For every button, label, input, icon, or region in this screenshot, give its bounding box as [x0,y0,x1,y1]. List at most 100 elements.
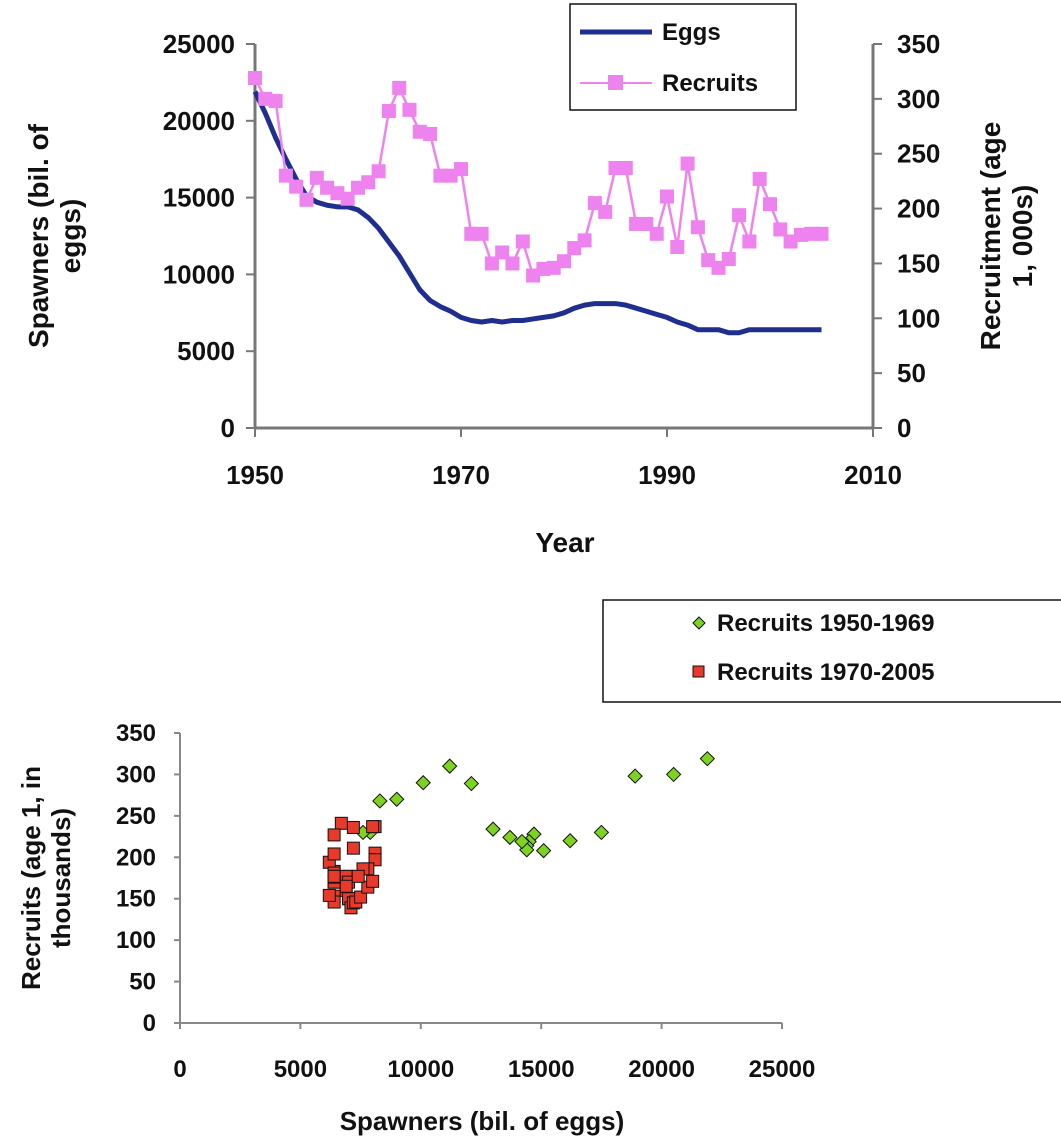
eggs-line [252,90,822,336]
chart1-x-tick-label: 1970 [432,460,490,490]
scatter-point-1970-2005 [327,869,341,883]
scatter-point-1970-2005 [327,828,341,842]
recruits-point [660,189,674,204]
legend-1970-2005-label: Recruits 1970-2005 [717,659,934,686]
scatter-point-1950-1969 [485,821,501,837]
recruits-point [690,220,705,235]
recruits-point [278,168,293,183]
recruits-point [598,204,613,219]
recruits-point [763,197,777,212]
chart1-left-tick-label: 5000 [177,336,235,366]
recruits-point [474,226,489,241]
scatter-point-1950-1969 [502,829,518,846]
legend-1950-1969-label: Recruits 1950-1969 [717,610,934,637]
scatter-point-1950-1969 [415,775,431,791]
recruits-point [670,239,685,254]
chart1-x-tick-label: 1990 [638,460,696,490]
recruits-point [515,234,530,249]
recruits-point [268,94,283,109]
chart2-y-tick-label: 0 [143,1010,156,1037]
chart2-ticks: 0 50 100 150 200 250 300 350 0 5000 10000 15000 2000… [116,720,815,1083]
scatter-point-1970-2005 [334,816,348,830]
chart2-x-tick-label: 0 [173,1056,186,1083]
recruits-point [361,175,376,190]
scatter-point-1950-1969 [463,775,480,792]
chart1-x-tick-label: 1950 [226,460,284,490]
chart1-x-axis-title: Year [535,527,594,558]
chart2-y-tick-label: 250 [116,803,156,830]
chart2-x-tick-label: 5000 [274,1056,327,1083]
chart1-right-axis-title: Recruitment (age1, 000s) [975,122,1038,351]
recruits-point [299,192,314,207]
legend-1970-2005-marker [692,665,705,678]
chart2-y-tick-label: 200 [116,844,156,871]
recruits-point [721,252,736,267]
recruits-point [289,179,304,194]
legend-recruits-marker [608,75,623,90]
recruits-point [340,191,355,206]
chart2-x-axis-title: Spawners (bil. of eggs) [340,1106,625,1136]
scatter-point-1970-2005 [339,879,353,893]
recruits-point [402,102,417,117]
chart2-y-tick-label: 150 [116,886,156,913]
recruits-point [814,226,829,241]
chart1-right-tick-label: 350 [897,29,940,59]
chart2-legend: Recruits 1950-1969 Recruits 1970-2005 [602,599,1061,703]
eggs-series [252,90,822,336]
scatter-point-1970-2005 [346,841,360,855]
chart2-x-tick-label: 10000 [387,1056,454,1083]
chart1-left-tick-label: 0 [221,413,235,443]
chart2-x-tick-label: 20000 [628,1056,695,1083]
recruits-series [248,71,829,283]
chart2-y-tick-label: 100 [116,927,156,954]
chart2-y-axis-title: Recruits (age 1, inthousands) [16,766,76,990]
chart2-y-tick-label: 300 [116,761,156,788]
scatter-point-1950-1969 [389,791,405,807]
recruits-point [649,226,664,241]
scatter-point-1950-1969 [372,793,388,809]
chart2-y-tick-label: 350 [116,720,156,747]
scatter-point-1970-2005 [322,888,336,902]
scatter-point-1950-1969 [699,750,716,767]
scatter-point-1950-1969 [535,842,552,859]
chart2-x-tick-label: 25000 [749,1056,816,1083]
chart1-axes [253,44,875,430]
scatter-point-1950-1969 [562,833,578,849]
recruits-point [392,80,407,95]
chart2-y-tick-label: 50 [129,969,156,996]
recruits-point [371,164,386,179]
chart1-left-tick-label: 20000 [163,106,235,136]
scatter-point-1970-2005 [351,869,365,883]
chart1-left-axis-title: Spawners (bil. ofeggs) [23,123,86,348]
scatter-point-1970-2005 [366,874,380,888]
chart1-ticks: 0 5000 10000 15000 20000 25000 0 50 100 150 200 250… [163,29,941,490]
chart1-legend-box [569,3,797,111]
recruits-point [618,160,633,175]
chart1-right-tick-label: 300 [897,84,940,114]
recruits-point [732,208,747,223]
legend-1950-1969-marker [692,616,706,630]
chart1-right-tick-label: 200 [897,194,940,224]
recruits-point [381,103,396,118]
recruits-point [557,254,571,269]
scatter-point-1950-1969 [593,824,610,841]
scatter-point-1970-2005 [327,847,341,861]
scatter-point-1970-2005 [354,890,368,904]
chart1-left-tick-label: 25000 [163,29,235,59]
scatter-point-1970-2005 [346,820,360,834]
time-series-chart: 0 5000 10000 15000 20000 25000 0 50 100 150 200 250… [23,3,1038,558]
scatter-point-1950-1969 [441,758,458,774]
recruits-point [742,234,757,249]
chart2-legend-box [602,599,1061,703]
chart1-right-tick-label: 100 [897,303,940,333]
chart1-right-tick-label: 50 [897,358,926,388]
legend-eggs-label: Eggs [662,19,721,46]
recruits-point [484,256,499,271]
chart2-axes [179,733,782,1024]
recruits-point [773,222,788,237]
recruits-point [423,126,438,141]
chart1-x-tick-label: 2010 [844,460,902,490]
chart1-right-tick-label: 150 [897,248,940,278]
chart1-left-tick-label: 15000 [163,183,235,213]
